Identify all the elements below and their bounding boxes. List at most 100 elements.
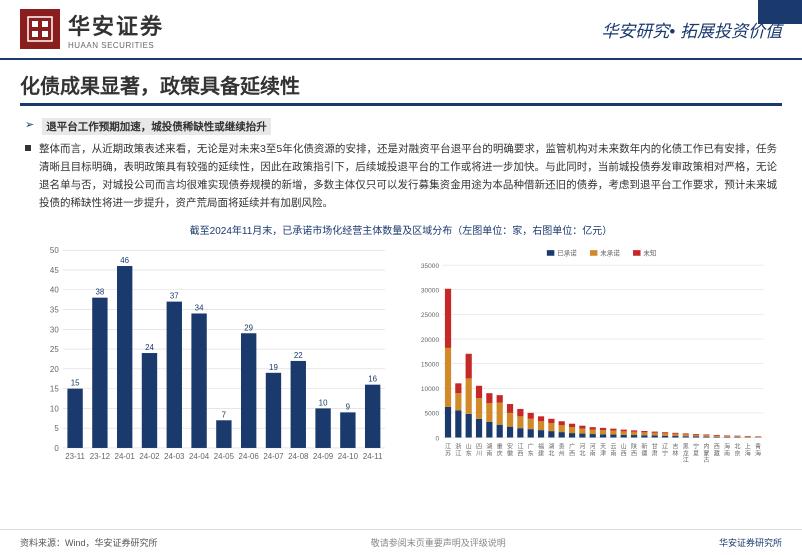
svg-text:40: 40 bbox=[50, 286, 59, 295]
arrow-icon: ➢ bbox=[25, 118, 34, 131]
svg-text:34: 34 bbox=[195, 304, 204, 313]
svg-text:海: 海 bbox=[755, 450, 761, 458]
svg-text:45: 45 bbox=[50, 266, 59, 275]
svg-text:10000: 10000 bbox=[421, 386, 440, 393]
svg-text:15: 15 bbox=[71, 379, 80, 388]
svg-text:夏: 夏 bbox=[693, 451, 699, 458]
svg-text:15000: 15000 bbox=[421, 362, 440, 369]
svg-text:苏: 苏 bbox=[445, 450, 451, 458]
svg-text:东: 东 bbox=[466, 450, 472, 458]
svg-text:7: 7 bbox=[222, 411, 226, 420]
svg-text:林: 林 bbox=[672, 450, 678, 458]
svg-text:东: 东 bbox=[528, 450, 534, 458]
svg-text:24-05: 24-05 bbox=[214, 452, 235, 461]
svg-text:州: 州 bbox=[559, 451, 565, 458]
svg-text:9: 9 bbox=[346, 403, 351, 412]
svg-text:西: 西 bbox=[631, 451, 637, 458]
svg-text:已承诺: 已承诺 bbox=[557, 249, 577, 258]
svg-text:23-11: 23-11 bbox=[65, 452, 85, 461]
svg-text:藏: 藏 bbox=[714, 450, 720, 458]
svg-text:南: 南 bbox=[610, 450, 616, 458]
body-content: ➢ 退平台工作预期加速，城投债稀缺性或继续抬升 整体而言，从近期政策表述来看，无… bbox=[0, 112, 802, 529]
svg-text:北: 北 bbox=[548, 450, 554, 458]
brand-logo-icon bbox=[20, 9, 60, 49]
svg-text:肃: 肃 bbox=[652, 450, 658, 458]
page-footer: 资料来源：Wind，华安证券研究所 敬请参阅末页重要声明及评级说明 华安证券研究… bbox=[0, 529, 802, 555]
svg-text:川: 川 bbox=[476, 451, 482, 458]
svg-text:30: 30 bbox=[50, 326, 59, 335]
svg-text:津: 津 bbox=[600, 451, 606, 458]
svg-text:庆: 庆 bbox=[497, 450, 503, 458]
page-title: 化债成果显著，政策具备延续性 bbox=[20, 70, 782, 99]
svg-text:22: 22 bbox=[294, 351, 303, 360]
svg-text:50: 50 bbox=[50, 247, 59, 256]
svg-text:25000: 25000 bbox=[421, 313, 440, 320]
svg-text:未知: 未知 bbox=[643, 249, 656, 258]
svg-text:徽: 徽 bbox=[507, 450, 513, 458]
svg-text:古: 古 bbox=[703, 456, 709, 464]
svg-text:15: 15 bbox=[50, 385, 59, 394]
svg-text:29: 29 bbox=[244, 324, 253, 333]
svg-text:南: 南 bbox=[486, 450, 492, 458]
svg-text:江: 江 bbox=[683, 457, 689, 464]
svg-text:10: 10 bbox=[319, 399, 328, 408]
paragraph-text: 整体而言，从近期政策表述来看，无论是对未来3至5年化债资源的安排，还是对融资平台… bbox=[39, 141, 777, 212]
header-tagline: 华安研究• 拓展投资价值 bbox=[601, 17, 782, 42]
svg-text:24-10: 24-10 bbox=[338, 452, 359, 461]
svg-text:38: 38 bbox=[95, 288, 104, 297]
left-bar-chart: 051015202530354045501523-113823-124624-0… bbox=[35, 241, 391, 474]
svg-text:0: 0 bbox=[435, 436, 439, 443]
svg-text:20000: 20000 bbox=[421, 337, 440, 344]
svg-text:西: 西 bbox=[621, 451, 627, 458]
footer-right: 华安证券研究所 bbox=[719, 536, 782, 549]
page-header: 华安证券 HUAAN SECURITIES 华安研究• 拓展投资价值 bbox=[0, 0, 802, 60]
right-stacked-chart: 0 5000 10000 15000 20000 25000 30000 35000 已承诺 未承… bbox=[411, 241, 767, 474]
svg-text:24-06: 24-06 bbox=[239, 452, 260, 461]
svg-text:宁: 宁 bbox=[662, 450, 668, 458]
paragraph-line: 整体而言，从近期政策表述来看，无论是对未来3至5年化债资源的安排，还是对融资平台… bbox=[25, 141, 777, 212]
svg-text:19: 19 bbox=[269, 363, 278, 372]
svg-text:37: 37 bbox=[170, 292, 179, 301]
svg-text:25: 25 bbox=[50, 345, 59, 354]
svg-text:海: 海 bbox=[745, 450, 751, 458]
svg-text:5: 5 bbox=[54, 425, 59, 434]
svg-text:24-07: 24-07 bbox=[263, 452, 283, 461]
svg-text:5000: 5000 bbox=[425, 411, 440, 418]
svg-text:16: 16 bbox=[368, 375, 377, 384]
svg-text:24: 24 bbox=[145, 343, 154, 352]
svg-text:10: 10 bbox=[50, 405, 59, 414]
footer-disclaimer: 敬请参阅末页重要声明及评级说明 bbox=[158, 536, 719, 549]
svg-text:24-09: 24-09 bbox=[313, 452, 334, 461]
svg-text:35: 35 bbox=[50, 306, 59, 315]
svg-text:24-04: 24-04 bbox=[189, 452, 210, 461]
svg-text:京: 京 bbox=[734, 450, 740, 458]
svg-text:24-03: 24-03 bbox=[164, 452, 185, 461]
title-underline bbox=[20, 103, 782, 106]
title-bar: 化债成果显著，政策具备延续性 bbox=[0, 60, 802, 112]
svg-text:20: 20 bbox=[50, 365, 59, 374]
svg-text:西: 西 bbox=[517, 451, 523, 458]
logo-block: 华安证券 HUAAN SECURITIES bbox=[20, 9, 164, 50]
svg-text:江: 江 bbox=[455, 451, 461, 458]
chart-caption: 截至2024年11月末，已承诺市场化经营主体数量及区域分布（左图单位：家，右图单… bbox=[25, 222, 777, 237]
charts-row: 051015202530354045501523-113823-124624-0… bbox=[25, 241, 777, 474]
logo-en-text: HUAAN SECURITIES bbox=[68, 41, 164, 50]
svg-text:南: 南 bbox=[590, 450, 596, 458]
svg-text:西: 西 bbox=[569, 451, 575, 458]
svg-text:24-08: 24-08 bbox=[288, 452, 309, 461]
logo-cn-text: 华安证券 bbox=[68, 9, 164, 41]
footer-source: 资料来源：Wind，华安证券研究所 bbox=[20, 536, 158, 549]
svg-text:24-01: 24-01 bbox=[115, 452, 136, 461]
svg-text:未承诺: 未承诺 bbox=[600, 249, 620, 258]
svg-text:24-11: 24-11 bbox=[363, 452, 383, 461]
svg-text:0: 0 bbox=[54, 444, 59, 453]
svg-text:南: 南 bbox=[724, 450, 730, 458]
svg-text:23-12: 23-12 bbox=[90, 452, 110, 461]
bullet-1-text: 退平台工作预期加速，城投债稀缺性或继续抬升 bbox=[42, 118, 271, 135]
svg-text:北: 北 bbox=[579, 450, 585, 458]
svg-text:35000: 35000 bbox=[421, 263, 440, 270]
square-bullet-icon bbox=[25, 145, 31, 151]
svg-text:24-02: 24-02 bbox=[139, 452, 159, 461]
bullet-line-1: ➢ 退平台工作预期加速，城投债稀缺性或继续抬升 bbox=[25, 118, 777, 135]
svg-text:30000: 30000 bbox=[421, 288, 440, 295]
